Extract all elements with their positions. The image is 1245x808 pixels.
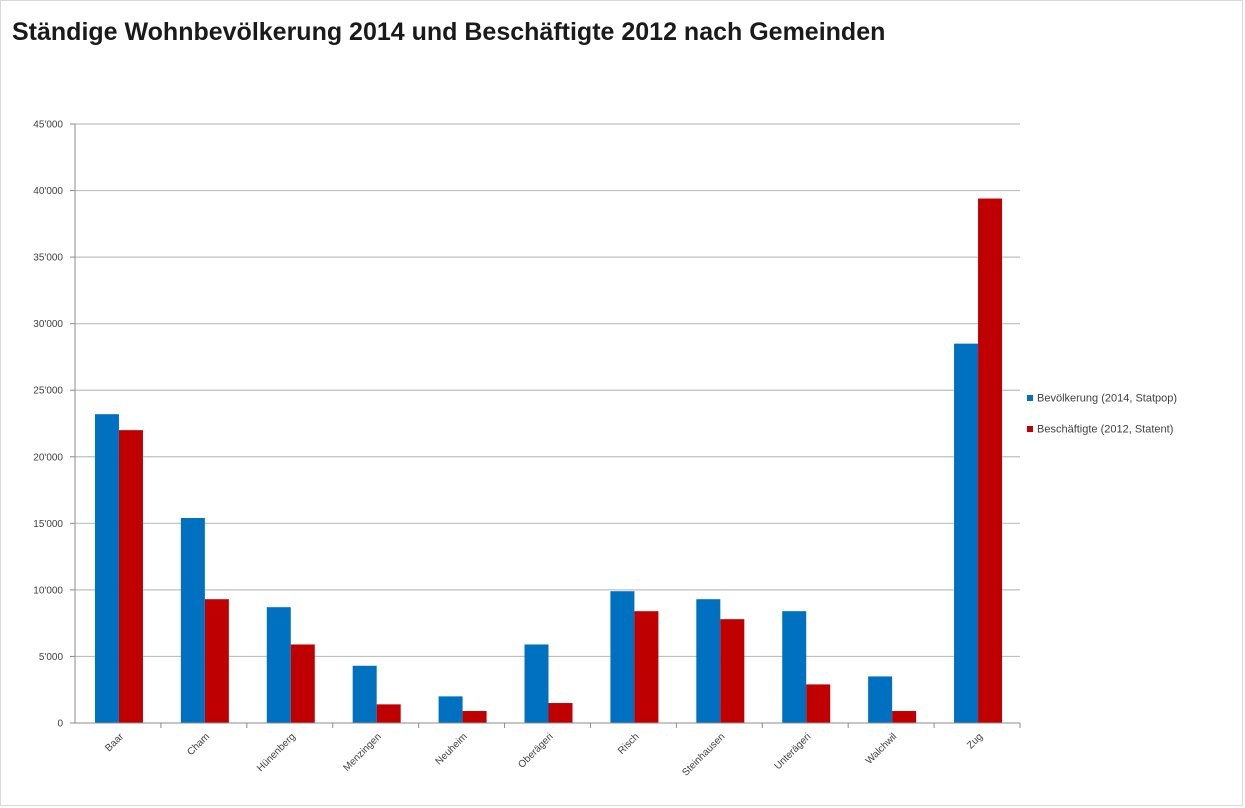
x-tick-label: Walchwil <box>864 731 899 766</box>
y-tick-label: 30'000 <box>33 319 63 330</box>
y-tick-label: 5'000 <box>39 652 64 663</box>
axes <box>74 124 1020 724</box>
bar-employees-neuheim <box>462 711 487 723</box>
y-tick-label: 20'000 <box>33 452 63 463</box>
y-tick-label: 25'000 <box>33 386 63 397</box>
legend-swatch <box>1027 426 1033 432</box>
bar-population-menzingen <box>352 665 377 723</box>
bar-population-steinhausen <box>696 599 721 723</box>
bar-employees-baar <box>118 430 143 723</box>
x-tick-label: Oberägeri <box>516 731 555 770</box>
y-tick-label: 15'000 <box>33 519 63 530</box>
bar-population-risch <box>610 591 635 723</box>
bar-population-walchwil <box>868 676 893 723</box>
x-tick-label: Zug <box>965 731 985 751</box>
x-tick-label: Unterägeri <box>773 731 814 772</box>
x-tick-label: Neuheim <box>434 731 470 767</box>
y-tick-label: 45'000 <box>33 120 63 131</box>
x-tick-label: Hünenberg <box>255 731 298 774</box>
bar-employees-oberägeri <box>548 703 573 723</box>
x-tick-label: Cham <box>185 731 212 758</box>
bar-employees-unterägeri <box>806 684 831 723</box>
bar-employees-cham <box>204 599 229 723</box>
y-tick-label: 0 <box>57 719 63 730</box>
bar-population-baar <box>94 414 119 723</box>
gridlines <box>75 123 1020 658</box>
x-tick-label: Risch <box>616 731 641 756</box>
bars <box>94 198 1003 723</box>
legend-swatch <box>1027 395 1033 401</box>
x-tick-label: Menzingen <box>341 731 383 773</box>
bar-employees-risch <box>634 611 659 723</box>
y-tick-label: 40'000 <box>33 186 63 197</box>
bar-employees-hünenberg <box>290 644 315 723</box>
legend: Bevölkerung (2014, Statpop) Beschäftigte … <box>1027 393 1177 436</box>
bar-population-unterägeri <box>782 611 807 723</box>
x-tick-label: Baar <box>103 731 126 754</box>
bar-employees-menzingen <box>376 704 401 723</box>
legend-entry: Beschäftigte (2012, Statent) <box>1037 424 1173 436</box>
bar-population-zug <box>954 343 979 723</box>
bar-employees-zug <box>978 198 1003 723</box>
bar-employees-walchwil <box>892 711 917 723</box>
legend-entry: Bevölkerung (2014, Statpop) <box>1037 393 1177 405</box>
y-tick-label: 35'000 <box>33 253 63 264</box>
bar-population-neuheim <box>438 696 463 723</box>
bar-population-cham <box>180 518 205 723</box>
x-axis-ticks: Baar Cham Hünenberg Menzingen Neuheim Oberäge… <box>103 723 1021 778</box>
bar-population-hünenberg <box>266 607 291 723</box>
chart-title: Ständige Wohnbevölkerung 2014 und Beschä… <box>12 18 886 46</box>
x-tick-label: Steinhausen <box>680 731 727 778</box>
bar-population-oberägeri <box>524 644 549 723</box>
y-tick-label: 10'000 <box>33 585 63 596</box>
bar-employees-steinhausen <box>720 619 745 723</box>
y-axis-ticks: 0 5'000 10'000 15'000 20'000 25'000 30'000 35'0… <box>33 120 75 730</box>
